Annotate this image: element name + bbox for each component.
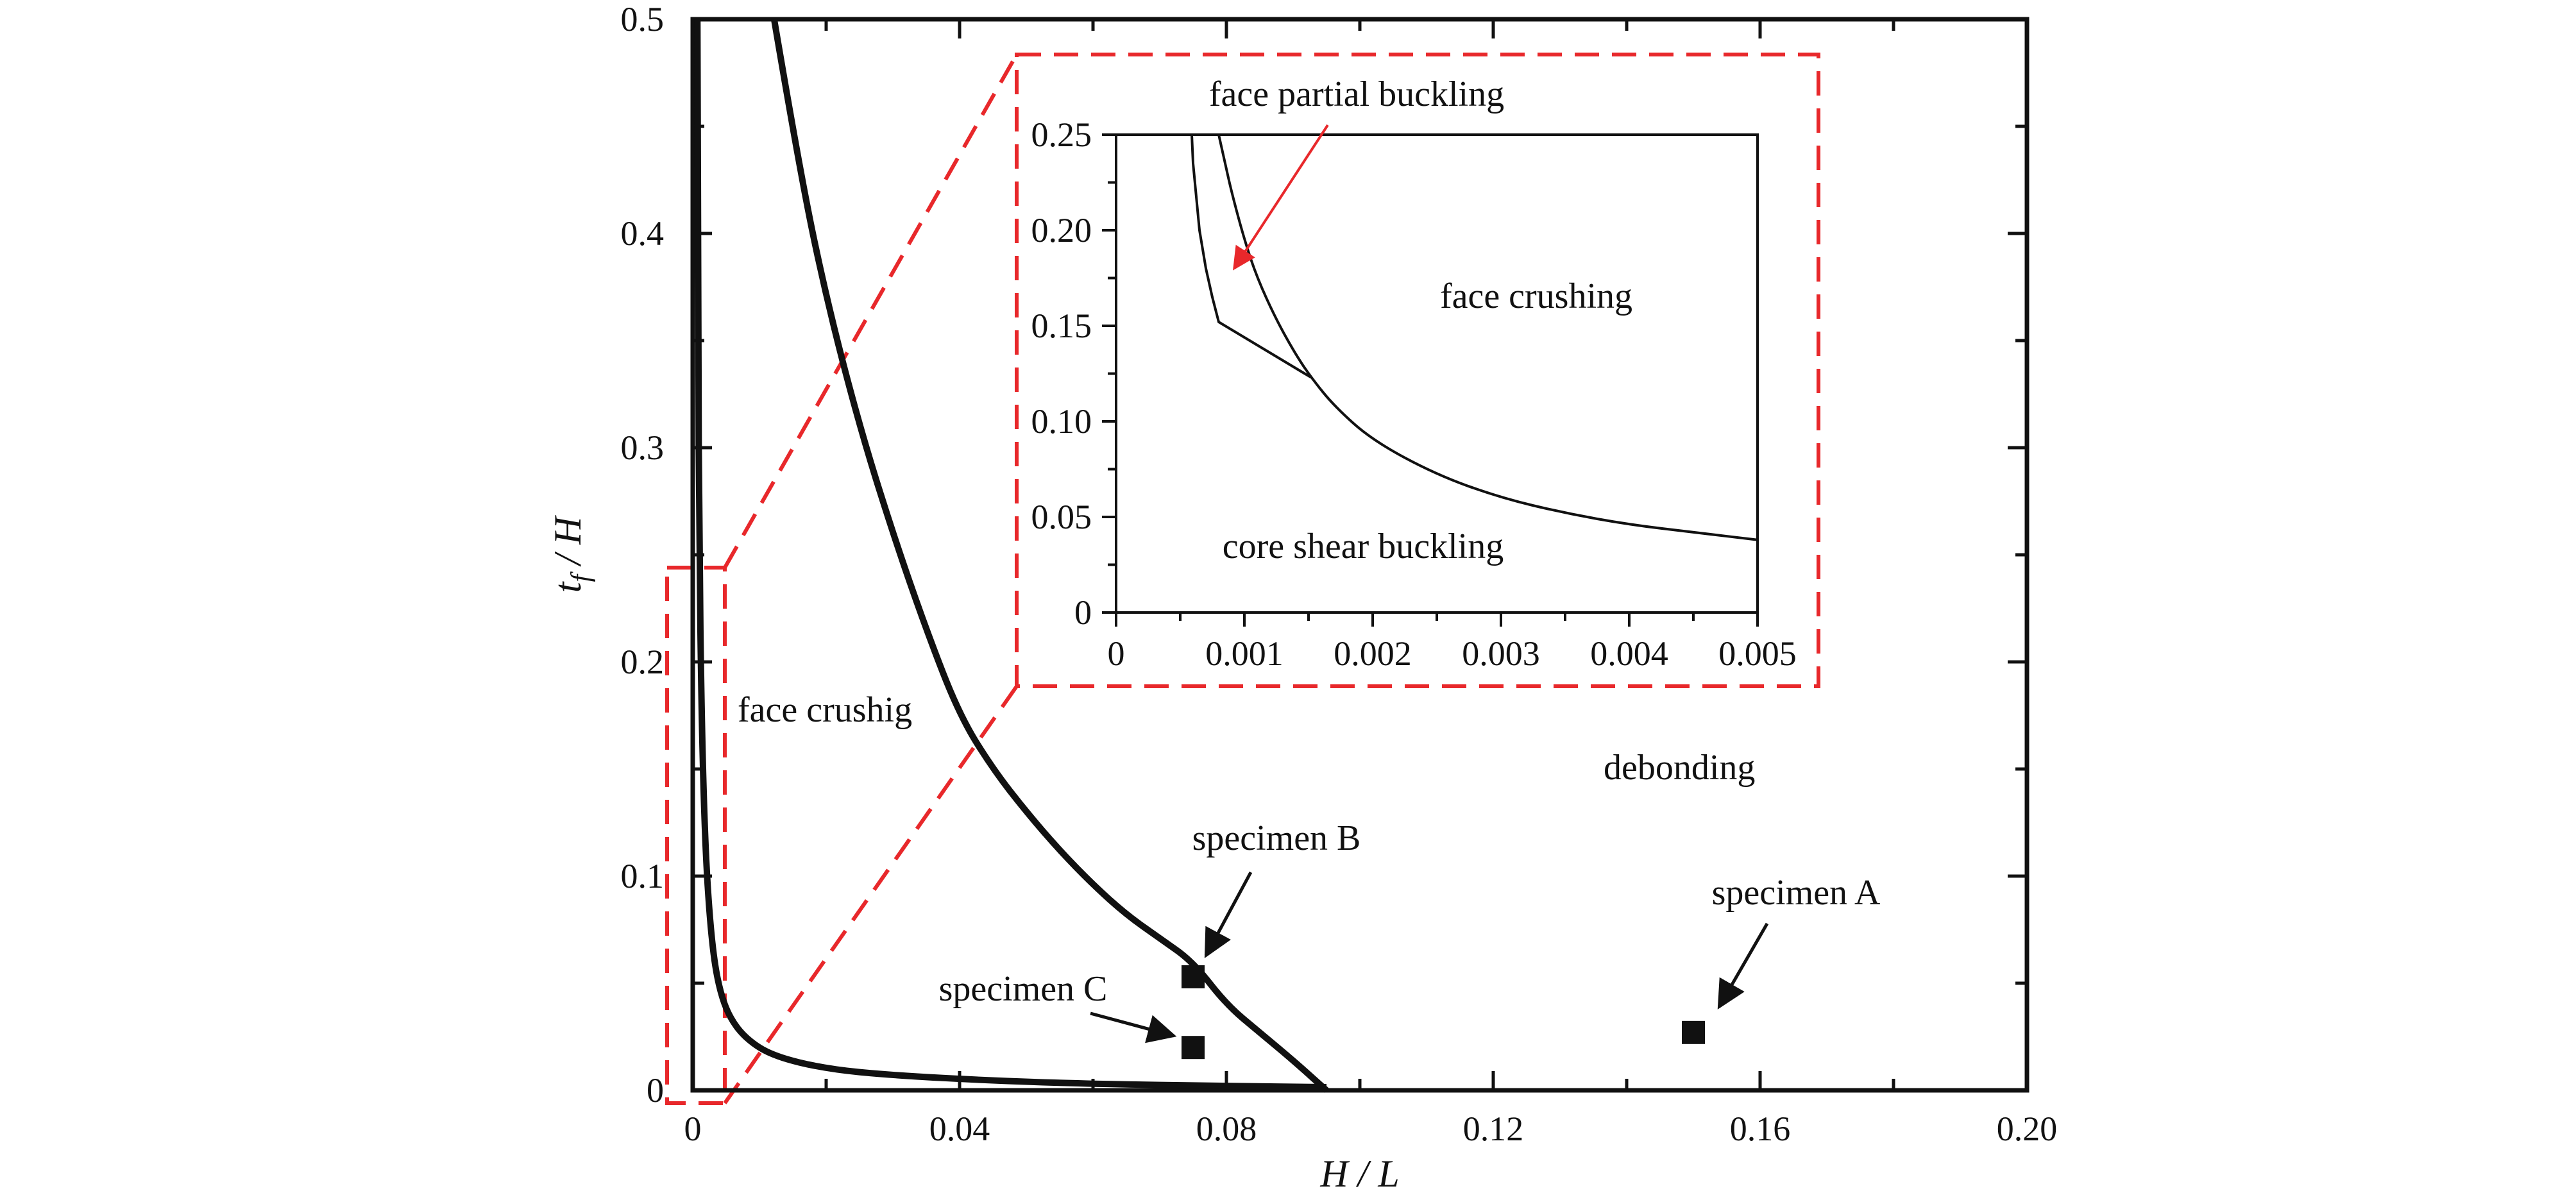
inset-y-tick-label: 0.15 (1031, 307, 1092, 345)
specimen-label: specimen A (1712, 873, 1881, 913)
specimen-label: specimen B (1192, 818, 1361, 858)
main-x-tick-label: 0.12 (1463, 1110, 1524, 1148)
inset-y-tick-label: 0.20 (1031, 211, 1092, 249)
main-y-tick-label: 0.5 (621, 0, 665, 38)
specimen-marker (1182, 965, 1205, 988)
specimen-marker (1682, 1020, 1705, 1044)
main-x-tick-label: 0.16 (1730, 1110, 1791, 1148)
x-axis-title: H / L (1319, 1153, 1399, 1195)
region-label-face-crushing: face crushig (738, 690, 912, 730)
inset-x-tick-label: 0.005 (1718, 634, 1797, 673)
inset-x-tick-label: 0.004 (1590, 634, 1668, 673)
specimen-arrow (1204, 871, 1253, 958)
main-y-tick-label: 0.2 (621, 643, 665, 681)
main-x-tick-label: 0.04 (929, 1110, 990, 1148)
y-axis-title: tf / H (547, 514, 596, 593)
specimen-marker (1182, 1036, 1205, 1060)
inset-label-core-shear-buckling: core shear buckling (1223, 527, 1504, 566)
main-x-tick-label: 0 (684, 1110, 702, 1148)
inset-y-tick-label: 0.25 (1031, 115, 1092, 154)
specimen-arrow (1090, 1011, 1177, 1044)
inset-label-face-partial-buckling: face partial buckling (1209, 74, 1504, 114)
inset-y-tick-label: 0.10 (1031, 402, 1092, 441)
zoom-source-box (665, 566, 727, 1105)
inset-y-tick-label: 0 (1074, 593, 1092, 632)
specimen-label: specimen C (939, 969, 1108, 1009)
main-plot: 0 0.04 0.08 0.12 0.16 0.20 0 0.1 0.2 0.3 0.4 0.5 H /… (547, 0, 2057, 1195)
main-y-tick-label: 0.4 (621, 214, 665, 253)
zoom-connector-bottom (723, 685, 1019, 1104)
main-x-tick-label: 0.20 (1997, 1110, 2058, 1148)
inset-label-face-crushing: face crushing (1440, 276, 1632, 316)
inset-boundary-curve-1 (1191, 134, 1312, 379)
inset-x-tick-label: 0.001 (1205, 634, 1284, 673)
zoom-connector-top (723, 53, 1019, 569)
region-label-debonding: debonding (1604, 748, 1755, 788)
main-boundary-curve-2 (694, 19, 1327, 1090)
main-y-tick-label: 0.3 (621, 428, 665, 467)
inset-y-tick-label: 0.05 (1031, 498, 1092, 536)
inset-x-tick-label: 0.002 (1334, 634, 1412, 673)
main-boundary-curve-1 (770, 19, 1329, 1093)
inset-x-tick-label: 0.003 (1462, 634, 1540, 673)
inset-red-arrow (1233, 124, 1329, 271)
main-y-tick-label: 0.1 (621, 857, 665, 895)
inset-plot: 0 0.001 0.002 0.003 0.004 0.005 0 0.05 0.10 0.15 0… (1031, 74, 1797, 673)
inset-x-tick-label: 0 (1108, 634, 1125, 673)
specimen-arrow (1717, 922, 1769, 1010)
main-x-tick-label: 0.08 (1196, 1110, 1257, 1148)
inset-boundary-curve-2 (1217, 134, 1758, 541)
main-y-tick-label: 0 (647, 1071, 664, 1110)
